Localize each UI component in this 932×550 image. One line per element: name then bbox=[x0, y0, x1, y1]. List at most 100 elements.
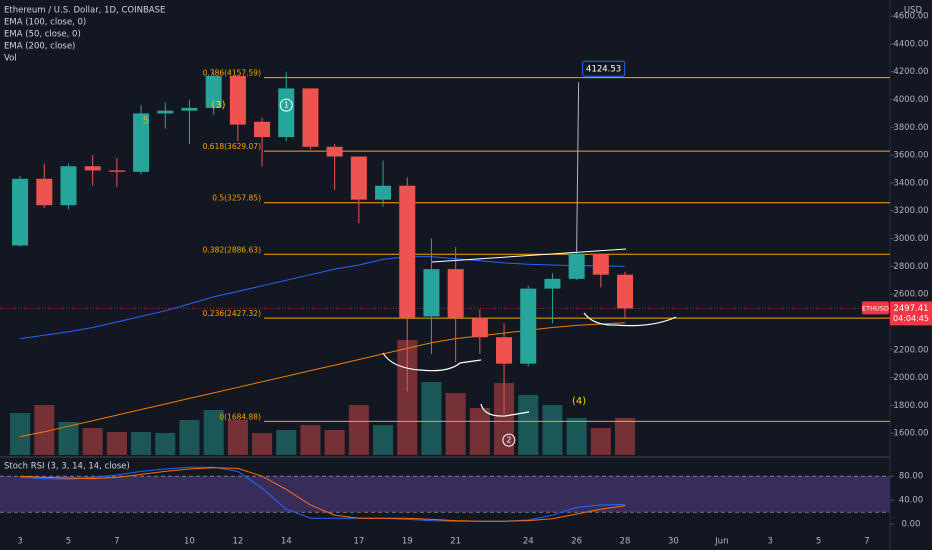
candle-body bbox=[12, 178, 29, 246]
y-tick-label: 4000.00 bbox=[893, 95, 928, 105]
volume-bar bbox=[252, 433, 273, 455]
volume-bar bbox=[300, 425, 321, 455]
candle-body bbox=[568, 253, 585, 279]
fib-label: 0.5(3257.85) bbox=[212, 194, 261, 203]
y-tick-label: 2600.00 bbox=[893, 290, 928, 300]
ema-line bbox=[20, 256, 626, 340]
stoch-line bbox=[20, 467, 626, 522]
y-tick-label: 3200.00 bbox=[893, 206, 928, 216]
candle-body bbox=[108, 170, 125, 172]
x-tick-label: 19 bbox=[402, 537, 413, 547]
volume-bar bbox=[542, 405, 563, 455]
candle-body bbox=[36, 178, 53, 206]
fib-label: 0.786(4157.59) bbox=[203, 69, 261, 78]
wave-circle bbox=[279, 98, 293, 112]
stoch-band bbox=[0, 476, 890, 513]
volume-bar bbox=[566, 418, 587, 455]
fib-label: 0.382(2886.63) bbox=[203, 245, 261, 254]
volume-bar bbox=[10, 413, 31, 455]
volume-bar bbox=[421, 382, 442, 455]
volume-bar bbox=[155, 433, 176, 455]
y-tick-label: 4600.00 bbox=[893, 12, 928, 22]
wave-label: 5 bbox=[143, 115, 149, 126]
y-tick-label: 1800.00 bbox=[893, 401, 928, 411]
volume-bar bbox=[106, 432, 127, 455]
x-tick-label: 24 bbox=[523, 537, 534, 547]
wave-label: (4) bbox=[572, 396, 586, 407]
callout-label: 4124.53 bbox=[586, 65, 621, 75]
stoch-title: Stoch RSI (3, 3, 14, 14, close) bbox=[4, 462, 130, 472]
symbol-label: ETHUSD bbox=[862, 304, 889, 312]
volume-bar bbox=[518, 395, 539, 455]
candle-body bbox=[157, 110, 174, 114]
candle-body bbox=[592, 253, 609, 275]
candle-body bbox=[617, 274, 634, 309]
legend-entry: Vol bbox=[4, 54, 17, 64]
drawing bbox=[480, 403, 530, 417]
wave-label: (3) bbox=[211, 100, 225, 111]
candle-body bbox=[520, 288, 537, 364]
volume-bar bbox=[494, 383, 515, 455]
volume-bar bbox=[82, 428, 103, 455]
x-tick-label: 10 bbox=[184, 537, 195, 547]
x-tick-label: 7 bbox=[114, 537, 119, 547]
volume-bar bbox=[445, 393, 466, 455]
legend-entry: EMA (100, close, 0) bbox=[4, 18, 86, 28]
wave-label: 2 bbox=[506, 436, 511, 445]
y-tick-label: 3600.00 bbox=[893, 151, 928, 161]
candle-body bbox=[133, 113, 150, 172]
y-tick-label: 3800.00 bbox=[893, 123, 928, 133]
legend-entry: EMA (200, close) bbox=[4, 42, 75, 52]
volume-bar bbox=[34, 405, 55, 455]
volume-bar bbox=[324, 430, 345, 455]
candle-body bbox=[181, 107, 198, 111]
countdown-label: 04:04:45 bbox=[893, 314, 929, 323]
candle-body bbox=[302, 88, 319, 147]
fib-label: 0(1684.88) bbox=[219, 412, 261, 421]
callout-box bbox=[582, 60, 626, 77]
drawing bbox=[583, 312, 677, 327]
volume-bar bbox=[203, 410, 224, 455]
x-tick-label: 3 bbox=[768, 537, 773, 547]
volume-bar bbox=[227, 420, 248, 455]
symbol-tag bbox=[862, 301, 889, 315]
volume-bar bbox=[131, 432, 152, 455]
candle-body bbox=[60, 166, 77, 206]
y-tick-label: 2800.00 bbox=[893, 262, 928, 272]
x-tick-label: 12 bbox=[232, 537, 243, 547]
y-tick-label: 3400.00 bbox=[893, 178, 928, 188]
volume-bar bbox=[179, 420, 200, 455]
candle-body bbox=[496, 337, 513, 364]
candle-body bbox=[423, 269, 440, 317]
candle-body bbox=[399, 185, 416, 318]
candle-body bbox=[278, 88, 295, 138]
candle-body bbox=[350, 156, 367, 200]
currency-label: USD bbox=[904, 6, 923, 16]
volume-bar bbox=[348, 405, 369, 455]
fib-label: 0.618(3629.07) bbox=[203, 142, 261, 151]
volume-bar bbox=[469, 408, 490, 455]
x-tick-label: 21 bbox=[450, 537, 461, 547]
wave-label: 1 bbox=[284, 101, 289, 110]
y-tick-label: 3000.00 bbox=[893, 234, 928, 244]
x-tick-label: 28 bbox=[620, 537, 631, 547]
x-tick-label: 7 bbox=[864, 537, 869, 547]
x-tick-label: 14 bbox=[281, 537, 292, 547]
y-tick-label: 4200.00 bbox=[893, 67, 928, 77]
volume-bar bbox=[590, 428, 611, 455]
y-tick-label: 80.00 bbox=[899, 472, 923, 482]
volume-bar bbox=[58, 422, 79, 455]
y-tick-label: 2000.00 bbox=[893, 373, 928, 383]
x-tick-label: Jun bbox=[714, 537, 728, 547]
candle-body bbox=[471, 317, 488, 338]
x-tick-label: 5 bbox=[816, 537, 821, 547]
candle-body bbox=[326, 146, 343, 157]
x-tick-label: 26 bbox=[571, 537, 582, 547]
candle-body bbox=[84, 166, 101, 171]
volume-bar bbox=[276, 430, 297, 455]
x-tick-label: 5 bbox=[66, 537, 71, 547]
candle-body bbox=[205, 75, 222, 108]
volume-bar bbox=[373, 425, 394, 455]
